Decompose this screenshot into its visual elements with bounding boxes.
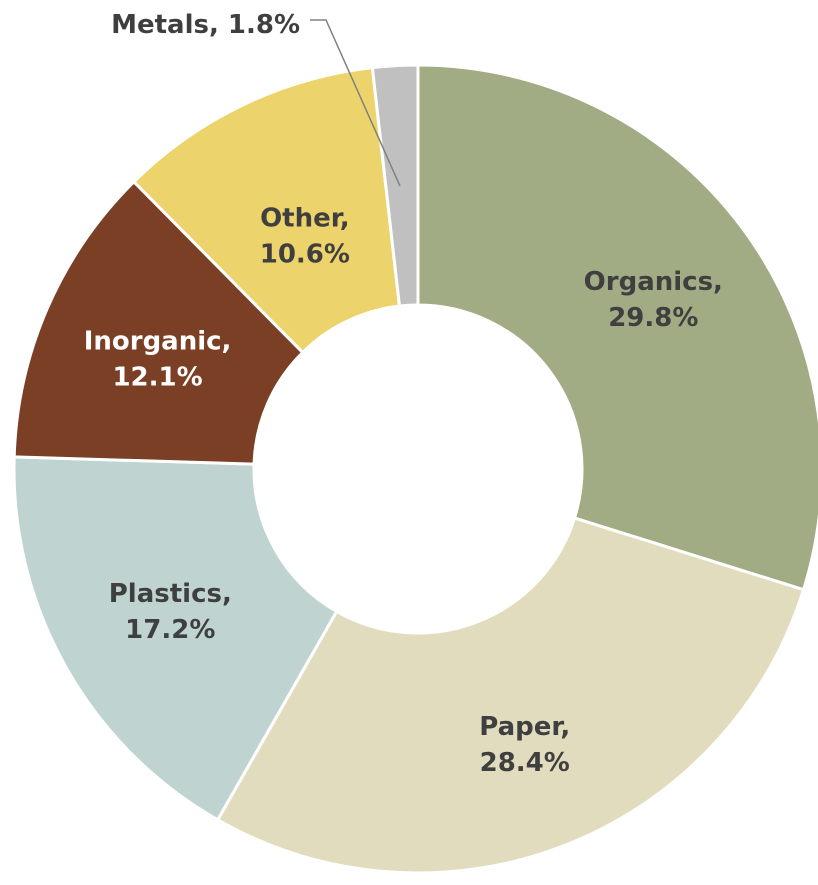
leader-line-metals — [310, 19, 401, 187]
slice-organics — [416, 63, 818, 592]
slice-metals — [370, 63, 420, 308]
data-label-other: Other, 10.6% — [260, 204, 350, 270]
slice-other — [131, 65, 402, 355]
labels-group: Organics, 29.8% Paper, 28.4% Plastics, 17.2% I… — [84, 10, 723, 778]
data-label-organics: Organics, 29.8% — [584, 267, 723, 333]
slices-group — [12, 63, 818, 875]
data-label-metals: Metals, 1.8% — [111, 10, 300, 40]
slice-paper — [215, 516, 806, 875]
slice-inorganic — [12, 179, 305, 466]
data-label-plastics: Plastics, 17.2% — [109, 579, 232, 645]
slice-plastics — [12, 455, 339, 822]
data-label-inorganic: Inorganic, 12.1% — [84, 327, 232, 393]
data-label-paper: Paper, 28.4% — [479, 712, 570, 778]
